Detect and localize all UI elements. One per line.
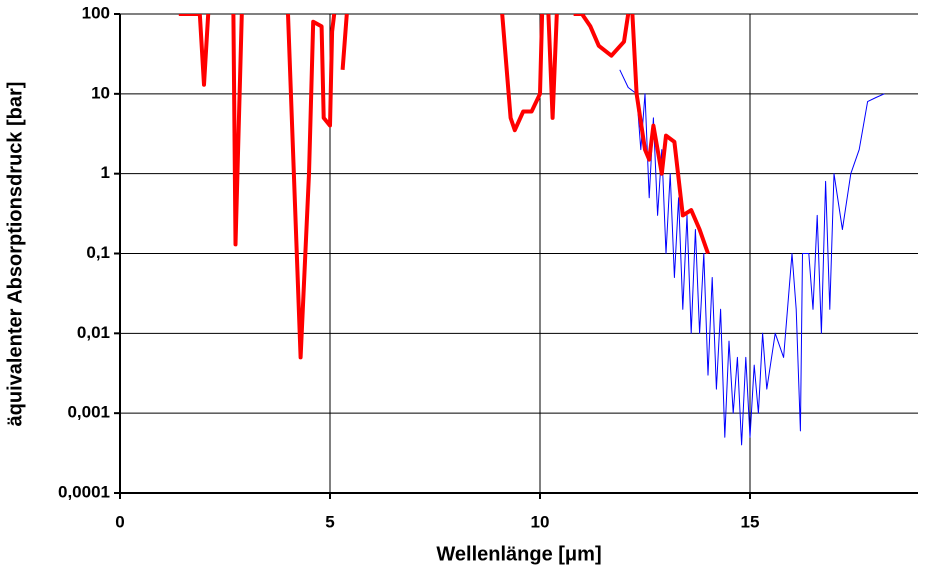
x-tick-label: 10 [531,512,550,531]
data-line [178,14,710,360]
y-tick-label: 100 [82,3,110,22]
y-tick-label: 1 [101,163,110,182]
grid [120,13,918,494]
y-tick-label: 10 [91,83,110,102]
axes: 0,0001 0,001 0,01 0,1 1 10 100 0 5 10 15 [58,3,918,531]
data-line [619,69,885,446]
y-axis-label: äquivalenter Absorptionsdruck [bar] [4,82,26,427]
y-tick-label: 0,0001 [58,482,110,501]
y-tick-label: 0,01 [77,323,110,342]
x-tick-label: 0 [115,512,124,531]
x-tick-label: 15 [741,512,760,531]
y-tick-label: 0,001 [67,403,110,422]
x-tick-label: 5 [325,512,334,531]
plot-area [178,14,885,446]
x-axis-label: Wellenlänge [μm] [436,543,601,565]
y-tick-label: 0,1 [86,243,110,262]
